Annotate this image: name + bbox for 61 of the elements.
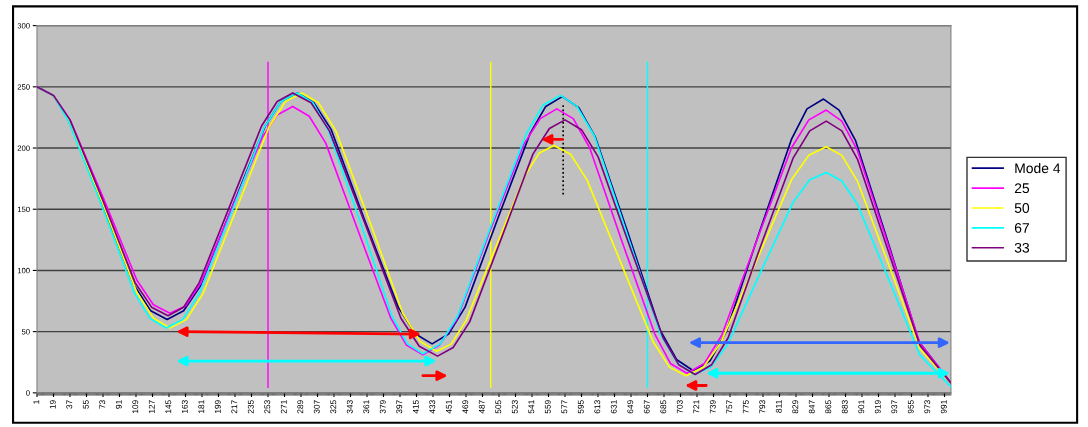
x-tick-label: 613: [594, 400, 601, 414]
x-tick-label: 919: [874, 400, 881, 414]
x-tick-label: 811: [775, 400, 782, 413]
x-tick-label: 1: [33, 400, 40, 404]
x-tick-label: 73: [99, 400, 106, 409]
x-tick-label: 847: [808, 400, 815, 414]
x-tick-label: 253: [264, 400, 271, 414]
x-tick-label: 217: [231, 400, 238, 414]
x-tick-label: 757: [726, 400, 733, 414]
x-tick-label: 523: [511, 400, 518, 414]
x-tick-label: 487: [478, 400, 485, 414]
x-tick-label: 199: [214, 400, 221, 414]
x-tick-label: 577: [561, 400, 568, 414]
x-tick-label: 181: [198, 400, 205, 414]
x-tick-label: 631: [610, 400, 617, 414]
x-tick-label: 289: [297, 400, 304, 414]
x-tick-label: 451: [445, 400, 452, 414]
x-tick-label: 865: [825, 400, 832, 414]
x-tick-label: 883: [841, 400, 848, 414]
x-tick-label: 829: [792, 400, 799, 414]
x-tick-label: 991: [940, 400, 947, 414]
x-tick-label: 955: [907, 400, 914, 414]
legend-label: 50: [1014, 203, 1030, 213]
x-tick-label: 973: [924, 400, 931, 414]
x-tick-label: 469: [462, 400, 469, 414]
x-tick-label: 55: [82, 400, 89, 409]
x-tick-label: 703: [676, 400, 683, 414]
legend-label: Mode 4: [1015, 162, 1061, 174]
x-tick-label: 37: [66, 400, 73, 409]
x-tick-label: 235: [247, 400, 254, 414]
x-tick-label: 361: [363, 400, 370, 414]
x-tick-label: 109: [132, 400, 139, 414]
x-tick-label: 271: [280, 400, 287, 414]
legend-label: 25: [1014, 183, 1030, 194]
x-tick-label: 415: [412, 400, 419, 414]
x-tick-label: 739: [709, 400, 716, 414]
x-tick-label: 127: [148, 400, 155, 414]
x-tick-label: 901: [858, 400, 865, 414]
x-tick-label: 649: [627, 400, 634, 414]
x-tick-label: 775: [742, 400, 749, 414]
x-tick-label: 343: [346, 400, 353, 414]
x-tick-label: 433: [429, 400, 436, 414]
x-tick-label: 397: [396, 400, 403, 414]
x-tick-label: 379: [379, 400, 386, 414]
x-tick-label: 721: [693, 400, 700, 414]
x-tick-label: 505: [495, 400, 502, 414]
x-tick-label: 685: [660, 400, 667, 414]
x-tick-label: 559: [544, 400, 551, 414]
x-tick-label: 937: [891, 400, 898, 414]
x-tick-label: 325: [330, 400, 337, 414]
x-tick-label: 307: [313, 400, 320, 414]
x-tick-label: 541: [528, 400, 535, 414]
x-tick-label: 91: [115, 400, 122, 409]
x-tick-label: 667: [643, 400, 650, 414]
x-tick-label: 595: [577, 400, 584, 414]
legend-label: 33: [1014, 242, 1030, 253]
x-tick-label: 19: [49, 400, 56, 409]
x-tick-label: 163: [181, 400, 188, 414]
legend-label: 67: [1014, 223, 1029, 233]
x-tick-label: 793: [759, 400, 766, 414]
x-tick-label: 145: [165, 400, 172, 414]
